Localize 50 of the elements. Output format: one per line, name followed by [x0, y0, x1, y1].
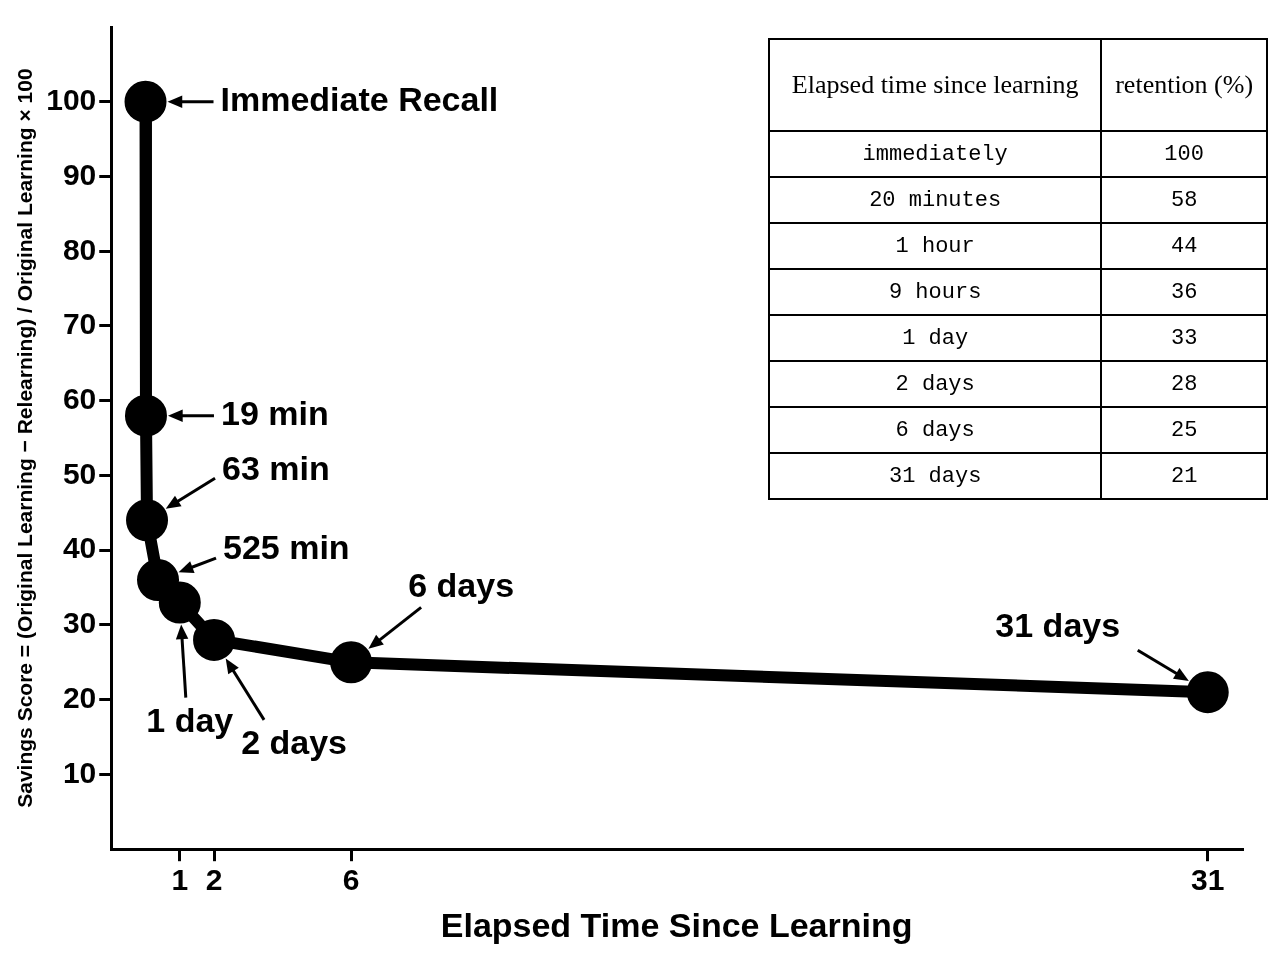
annotation: 63 min	[222, 448, 330, 487]
point	[124, 394, 167, 437]
annotation: 2 days	[769, 361, 1102, 407]
y-axis-title: Savings Score = (Original Learning − Relearning) / Original Learning × 100	[13, 68, 37, 808]
annotation: 33	[1101, 315, 1267, 361]
x-tick-label: 31	[1191, 863, 1225, 897]
point	[193, 618, 236, 661]
y-tick-label: 40	[62, 531, 97, 565]
y-tick-label: 100	[46, 83, 97, 117]
point	[126, 499, 169, 542]
y-tick-label: 30	[62, 606, 97, 640]
point	[158, 581, 201, 624]
annotation: 6 days	[408, 565, 515, 604]
y-tick-label: 80	[62, 232, 97, 266]
annotation: 31 days	[995, 605, 1121, 644]
point	[330, 641, 373, 684]
annotation: 58	[1101, 177, 1267, 223]
y-tick-label: 70	[62, 307, 97, 341]
x-tick-label: 2	[205, 863, 223, 897]
annotation: 1 day	[146, 700, 234, 739]
annotation: 525 min	[223, 528, 350, 567]
annotation: immediately	[769, 131, 1102, 177]
annotation: 19 min	[220, 394, 329, 433]
x-tick-label: 1	[171, 863, 189, 897]
annotation: 31 days	[769, 453, 1102, 499]
point	[124, 80, 167, 123]
annotation: 9 hours	[769, 269, 1102, 315]
annotation: retention (%)	[1101, 39, 1267, 131]
y-tick-label: 50	[62, 456, 97, 490]
y-tick-label: 90	[62, 157, 97, 191]
annotation: 25	[1101, 407, 1267, 453]
y-tick-label: 20	[62, 680, 97, 714]
annotation: 44	[1101, 223, 1267, 269]
point	[1186, 671, 1229, 714]
x-tick-label: 6	[342, 863, 360, 897]
annotation: Elapsed time since learning	[769, 39, 1102, 131]
annotation: 21	[1101, 453, 1267, 499]
annotation: 28	[1101, 361, 1267, 407]
annotation: 36	[1101, 269, 1267, 315]
point	[137, 559, 180, 602]
x-axis-title: Elapsed Time Since Learning	[440, 905, 913, 944]
annotation: 6 days	[769, 407, 1102, 453]
annotation: 20 minutes	[769, 177, 1102, 223]
y-tick-label: 60	[62, 381, 97, 415]
annotation: 1 hour	[769, 223, 1102, 269]
annotation: 1 day	[769, 315, 1102, 361]
annotation: 2 days	[241, 723, 347, 762]
annotation: 100	[1101, 131, 1267, 177]
annotation: Immediate Recall	[220, 80, 499, 119]
y-tick-label: 10	[62, 755, 97, 789]
